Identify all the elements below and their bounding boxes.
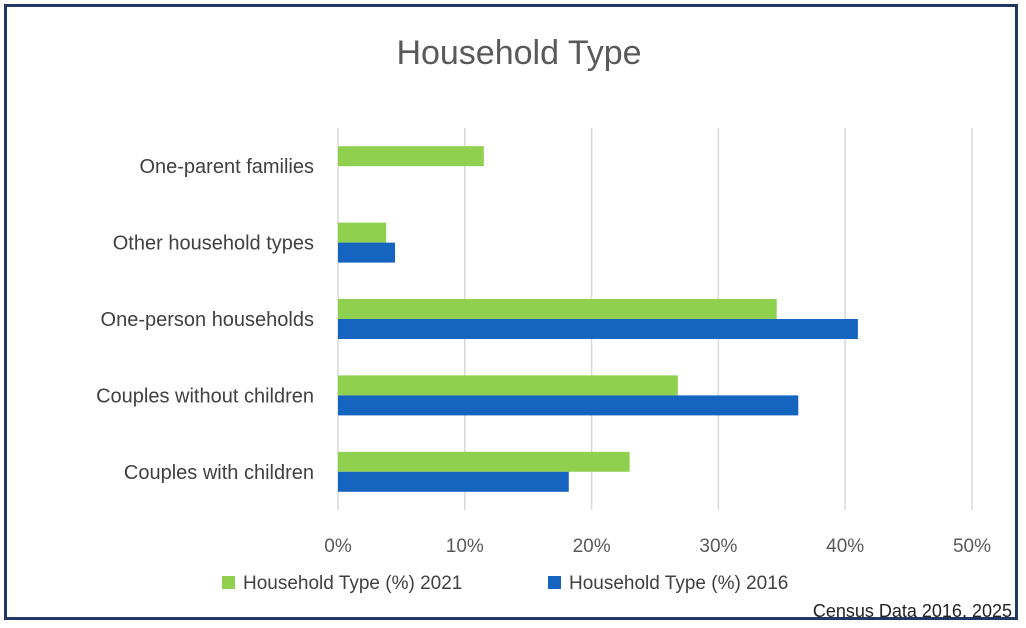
bar: [338, 451, 630, 472]
x-tick-label: 20%: [573, 536, 611, 557]
x-tick-label: 50%: [953, 536, 991, 557]
bar: [338, 222, 387, 243]
bar: [338, 299, 777, 319]
source-note: Census Data 2016, 2025: [812, 601, 1012, 621]
category-labels: Couples with children Couples without chi…: [96, 156, 314, 484]
legend-label: Household Type (%) 2021: [243, 573, 462, 594]
category-label: Other household types: [113, 233, 314, 255]
x-tick-label: 40%: [826, 536, 864, 557]
bar: [338, 471, 569, 492]
legend: Household Type (%) 2021 Household Type (%…: [222, 573, 788, 594]
bar: [338, 146, 484, 167]
x-tick-label: 0%: [324, 536, 352, 557]
bar: [338, 242, 396, 263]
category-label: Couples with children: [124, 462, 314, 484]
bar: [338, 395, 799, 416]
legend-label: Household Type (%) 2016: [569, 573, 788, 594]
x-tick-label: 10%: [446, 536, 484, 557]
category-label: One-person households: [101, 309, 314, 331]
chart-title: Household Type: [396, 34, 641, 72]
x-tick-label: 30%: [699, 536, 737, 557]
x-tick-labels: 0% 10% 20% 30% 40% 50%: [324, 536, 991, 557]
category-label: One-parent families: [139, 156, 314, 178]
category-label: Couples without children: [96, 385, 314, 407]
legend-swatch: [222, 576, 235, 589]
bar: [338, 375, 678, 396]
bars: [338, 146, 858, 492]
bar: [338, 319, 858, 339]
legend-swatch: [548, 576, 561, 589]
